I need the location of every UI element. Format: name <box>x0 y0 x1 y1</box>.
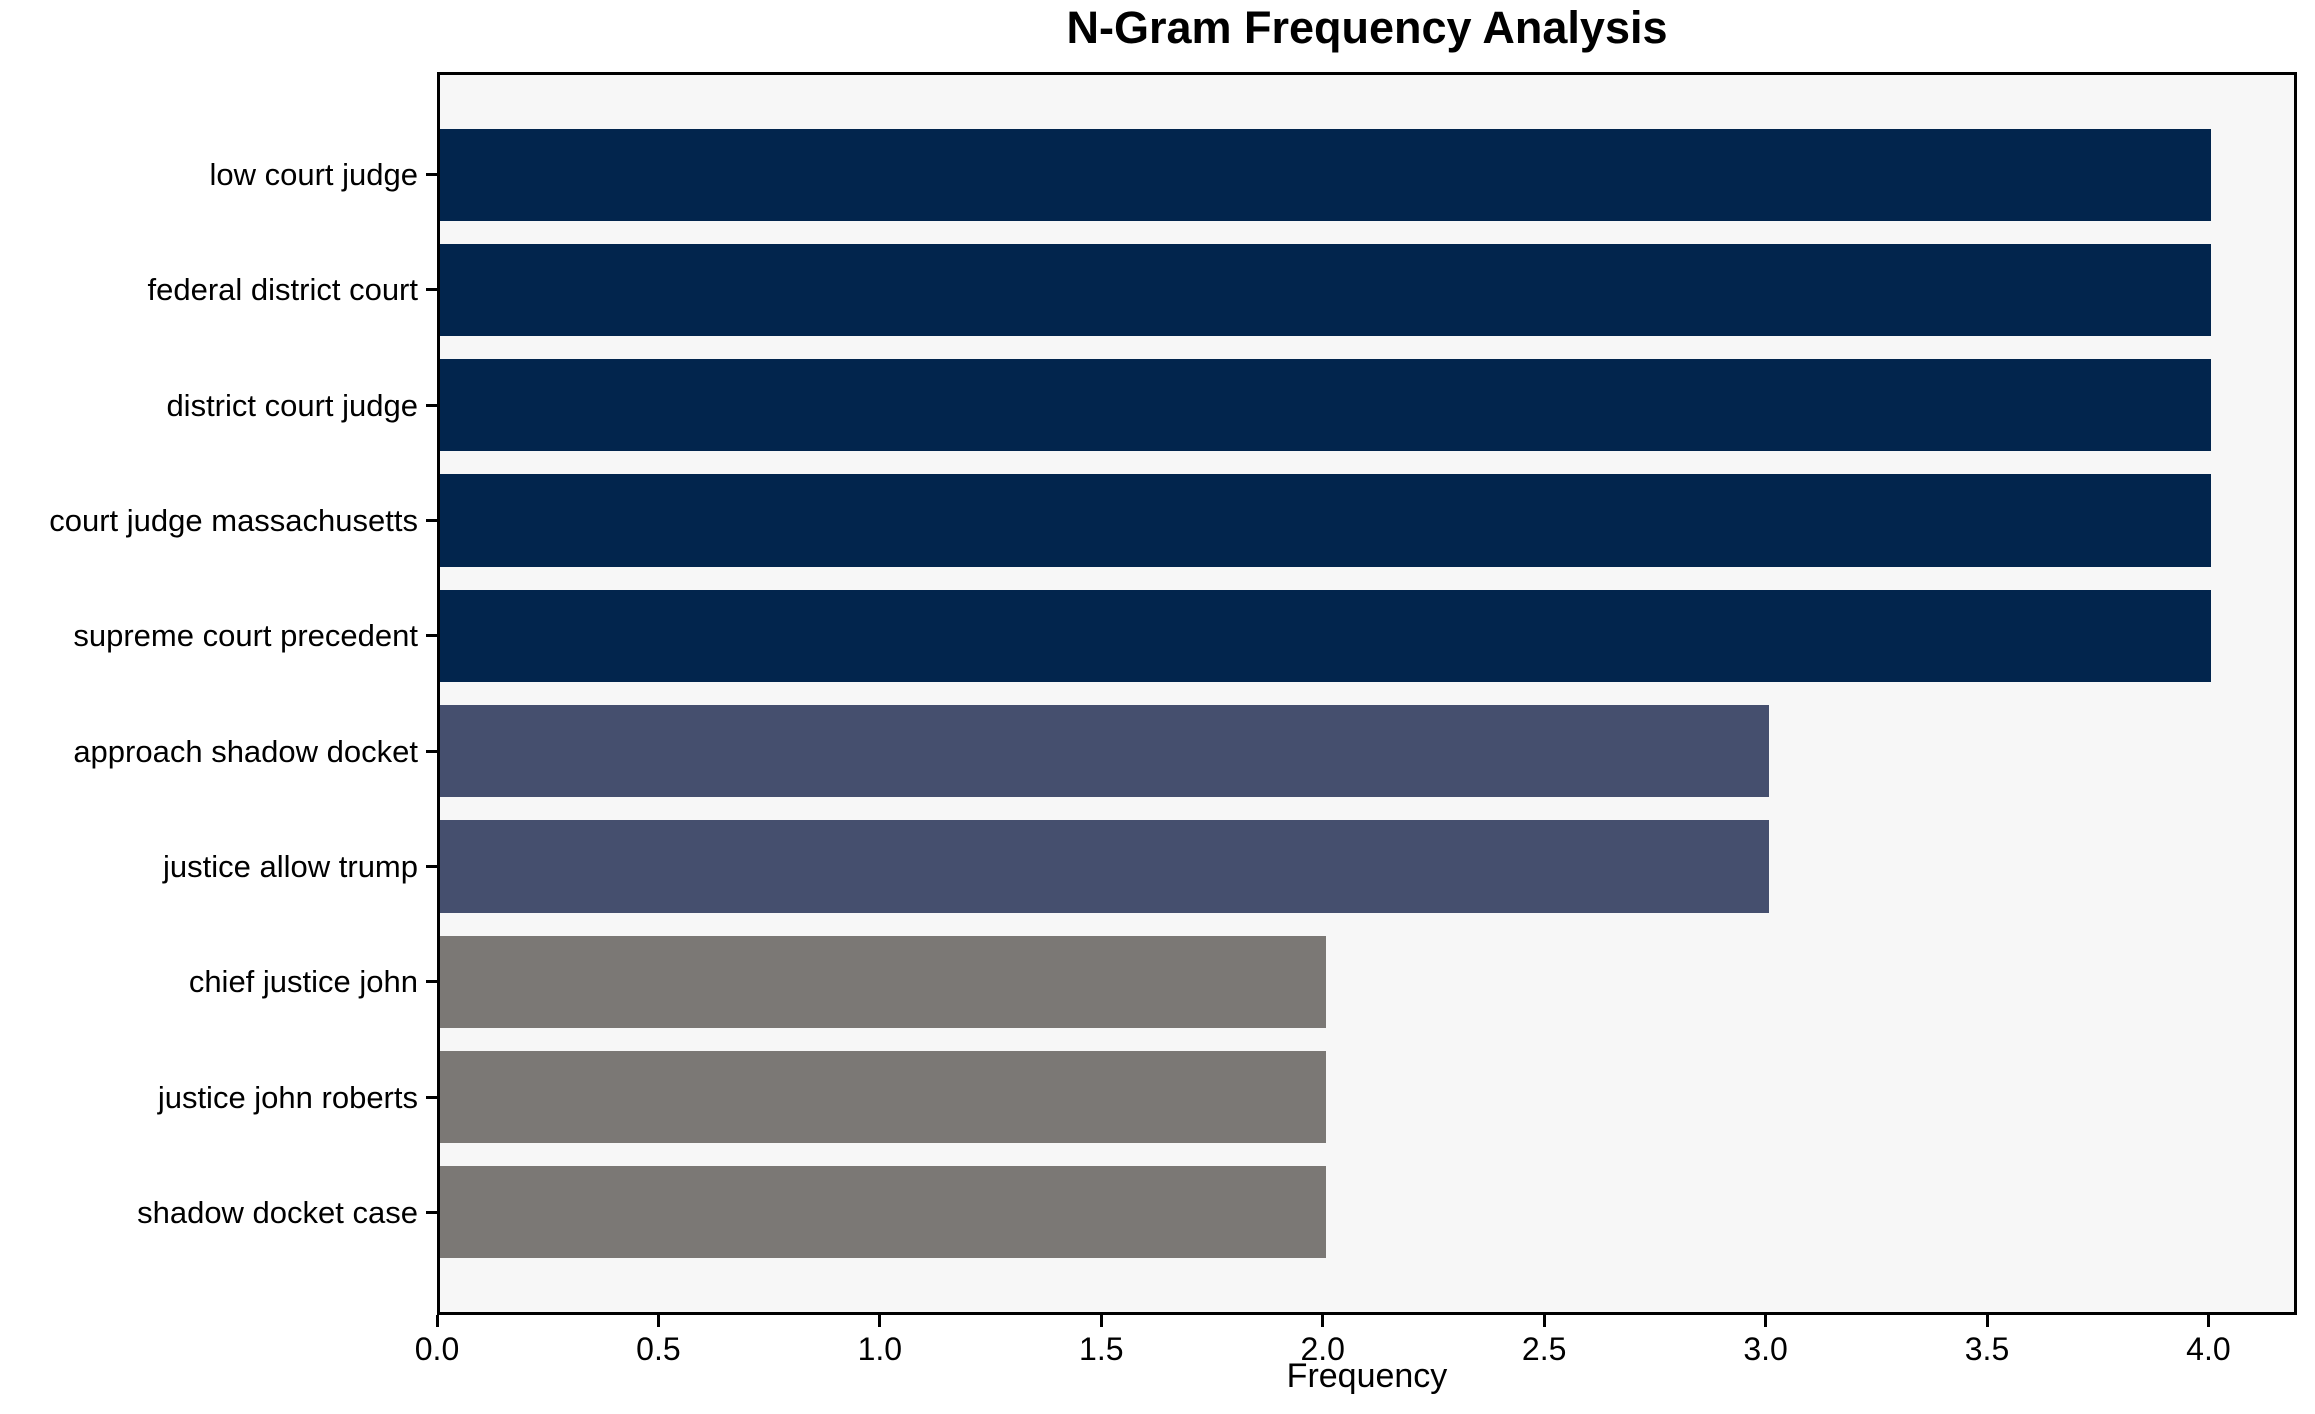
x-tick-label: 0.0 <box>414 1331 460 1367</box>
bar-federal-district-court <box>440 243 2212 337</box>
y-tick-label: shadow docket case <box>137 1194 418 1230</box>
bar-justice-john-roberts <box>440 1050 1326 1144</box>
y-tick-mark <box>426 519 437 523</box>
x-tick-mark <box>2206 1315 2210 1327</box>
y-tick-label: chief justice john <box>188 964 418 1000</box>
y-tick-label: low court judge <box>209 157 418 193</box>
y-tick-label: court judge massachusetts <box>49 503 418 539</box>
bar-justice-allow-trump <box>440 820 1769 913</box>
x-tick-label: 0.5 <box>636 1331 681 1367</box>
y-tick-label: supreme court precedent <box>73 618 418 654</box>
x-tick-label: 3.0 <box>1743 1331 1788 1367</box>
y-tick-label: justice allow trump <box>163 848 418 884</box>
x-tick-label: 1.5 <box>1079 1331 1124 1367</box>
bar-shadow-docket-case <box>440 1166 1326 1259</box>
x-tick-mark <box>656 1315 660 1327</box>
bar-district-court-judge <box>440 359 2212 452</box>
x-tick-label: 2.0 <box>1300 1331 1345 1367</box>
x-tick-mark <box>1764 1315 1768 1327</box>
y-tick-mark <box>426 288 437 292</box>
y-tick-mark <box>426 864 437 868</box>
y-tick-mark <box>426 980 437 984</box>
x-tick-mark <box>435 1315 439 1327</box>
x-tick-label: 4.0 <box>2186 1331 2231 1367</box>
x-tick-label: 3.5 <box>1964 1331 2010 1367</box>
y-tick-mark <box>426 1095 437 1099</box>
bar-court-judge-massachusetts <box>440 474 2212 567</box>
bar-chief-justice-john <box>440 935 1326 1028</box>
y-tick-label: federal district court <box>147 272 419 308</box>
x-tick-label: 1.0 <box>857 1331 903 1367</box>
y-tick-mark <box>426 634 437 638</box>
x-tick-mark <box>1321 1315 1325 1327</box>
bar-low-court-judge <box>440 128 2212 221</box>
x-tick-mark <box>1099 1315 1103 1327</box>
x-tick-label: 2.5 <box>1521 1331 1567 1367</box>
y-tick-label: district court judge <box>166 387 418 423</box>
y-tick-mark <box>426 173 437 177</box>
plot-area <box>437 72 2297 1315</box>
x-axis-title: Frequency <box>1286 1357 1448 1395</box>
y-tick-label: approach shadow docket <box>73 733 418 769</box>
chart-title: N-Gram Frequency Analysis <box>1066 2 1668 53</box>
x-tick-mark <box>1985 1315 1989 1327</box>
x-tick-mark <box>1542 1315 1546 1327</box>
bar-approach-shadow-docket <box>440 705 1769 798</box>
bar-supreme-court-precedent <box>440 589 2212 682</box>
y-tick-mark <box>426 1210 437 1214</box>
y-tick-label: justice john roberts <box>157 1079 418 1115</box>
y-tick-mark <box>426 403 437 407</box>
x-tick-mark <box>878 1315 882 1327</box>
y-tick-mark <box>426 749 437 753</box>
